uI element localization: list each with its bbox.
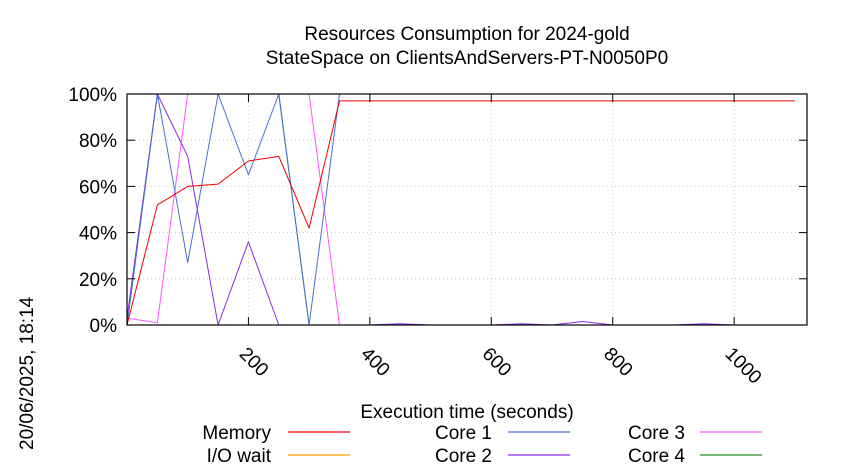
x-tick-label: 600 [478,344,515,381]
axis-ticks: 0% 20% 40% 60% 80% 100% 200 400 600 800 1000 [68,85,807,388]
grid [127,94,807,325]
chart-title-line-2: StateSpace on ClientsAndServers-PT-N0050… [266,48,668,69]
x-axis-label: Execution time (seconds) [360,402,573,423]
series-line-core-4 [126,93,340,326]
legend-label-core-3: Core 3 [628,423,685,444]
x-tick-label: 800 [599,344,636,381]
legend-label-memory: Memory [202,423,271,444]
series-line-core-1 [126,93,795,326]
x-tick-label: 1000 [721,344,766,389]
y-tick-label: 40% [79,224,117,245]
chart-title-line-1: Resources Consumption for 2024-gold [304,24,629,45]
y-tick-label: 100% [68,85,117,106]
series-line-core-2 [126,93,795,326]
y-tick-label: 0% [90,316,118,337]
legend-label-i-o-wait: I/O wait [207,446,272,467]
legend-label-core-2: Core 2 [435,446,492,467]
legend-label-core-4: Core 4 [628,446,685,467]
x-tick-label: 200 [235,344,272,381]
series-lines [126,93,795,326]
timestamp-label: 20/06/2025, 18:14 [17,296,38,450]
y-tick-label: 60% [79,177,117,198]
y-tick-label: 80% [79,131,117,152]
legend-label-core-1: Core 1 [435,423,492,444]
series-line-core-3 [126,93,340,326]
y-tick-label: 20% [79,270,117,291]
plot-frame [126,93,808,326]
series-line-memory [126,100,795,326]
x-tick-label: 400 [356,344,393,381]
